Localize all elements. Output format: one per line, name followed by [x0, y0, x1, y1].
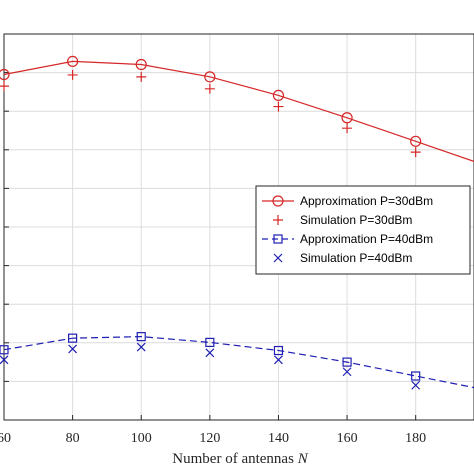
x-tick-label: 60 — [0, 431, 11, 446]
series-1 — [0, 55, 474, 162]
data-point — [342, 123, 353, 134]
x-tick-label: 120 — [199, 431, 220, 446]
series-2 — [0, 69, 421, 158]
data-point — [0, 345, 9, 355]
legend-label: Simulation P=40dBm — [300, 251, 412, 265]
x-axis-label: Number of antennas N — [172, 451, 308, 467]
data-point — [273, 101, 284, 112]
legend-marker — [273, 234, 283, 244]
data-point — [410, 135, 422, 147]
data-point — [67, 55, 79, 68]
legend-entry: Simulation P=30dBm — [273, 213, 412, 227]
data-point — [342, 357, 352, 367]
data-point — [68, 333, 78, 343]
data-point — [0, 68, 10, 81]
data-point — [204, 83, 215, 94]
legend-entry: Approximation P=30dBm — [262, 194, 433, 208]
data-point — [136, 332, 146, 342]
data-point — [411, 380, 421, 390]
x-ticks: 60 80 100 120 140 160 180 — [0, 415, 426, 446]
data-point — [341, 112, 353, 124]
data-point — [342, 367, 352, 377]
data-point — [204, 71, 216, 83]
legend-label: Approximation P=30dBm — [300, 194, 433, 208]
data-point — [410, 147, 421, 158]
x-tick-label: 140 — [268, 431, 289, 446]
data-point — [136, 342, 146, 352]
x-tick-label: 160 — [337, 431, 358, 446]
legend-marker — [273, 253, 283, 263]
data-point — [411, 371, 421, 381]
series-4 — [0, 342, 421, 390]
legend-label: Approximation P=40dBm — [300, 232, 433, 246]
series — [0, 55, 474, 390]
data-point — [136, 71, 147, 82]
legend-label: Simulation P=30dBm — [300, 213, 412, 227]
data-point — [274, 355, 283, 365]
x-tick-label: 80 — [66, 431, 80, 446]
data-point — [205, 337, 215, 348]
legend-entry: Simulation P=40dBm — [273, 251, 412, 265]
data-point — [273, 345, 284, 356]
legend-entry: Approximation P=40dBm — [262, 232, 433, 246]
legend: Approximation P=30dBm Simulation P=30dBm A… — [255, 185, 471, 275]
x-tick-label: 100 — [131, 431, 152, 446]
y-ticks — [4, 72, 9, 382]
data-point — [68, 344, 78, 354]
data-point — [0, 355, 9, 365]
legend-marker — [273, 215, 283, 225]
series-3 — [0, 332, 474, 389]
x-tick-label: 180 — [405, 431, 426, 446]
series-line — [3, 60, 474, 162]
data-point — [0, 81, 9, 92]
data-point — [67, 69, 78, 80]
series-line — [3, 335, 474, 389]
data-point — [135, 58, 147, 71]
data-point — [272, 89, 285, 101]
data-point — [205, 348, 215, 358]
legend-marker — [272, 195, 284, 207]
